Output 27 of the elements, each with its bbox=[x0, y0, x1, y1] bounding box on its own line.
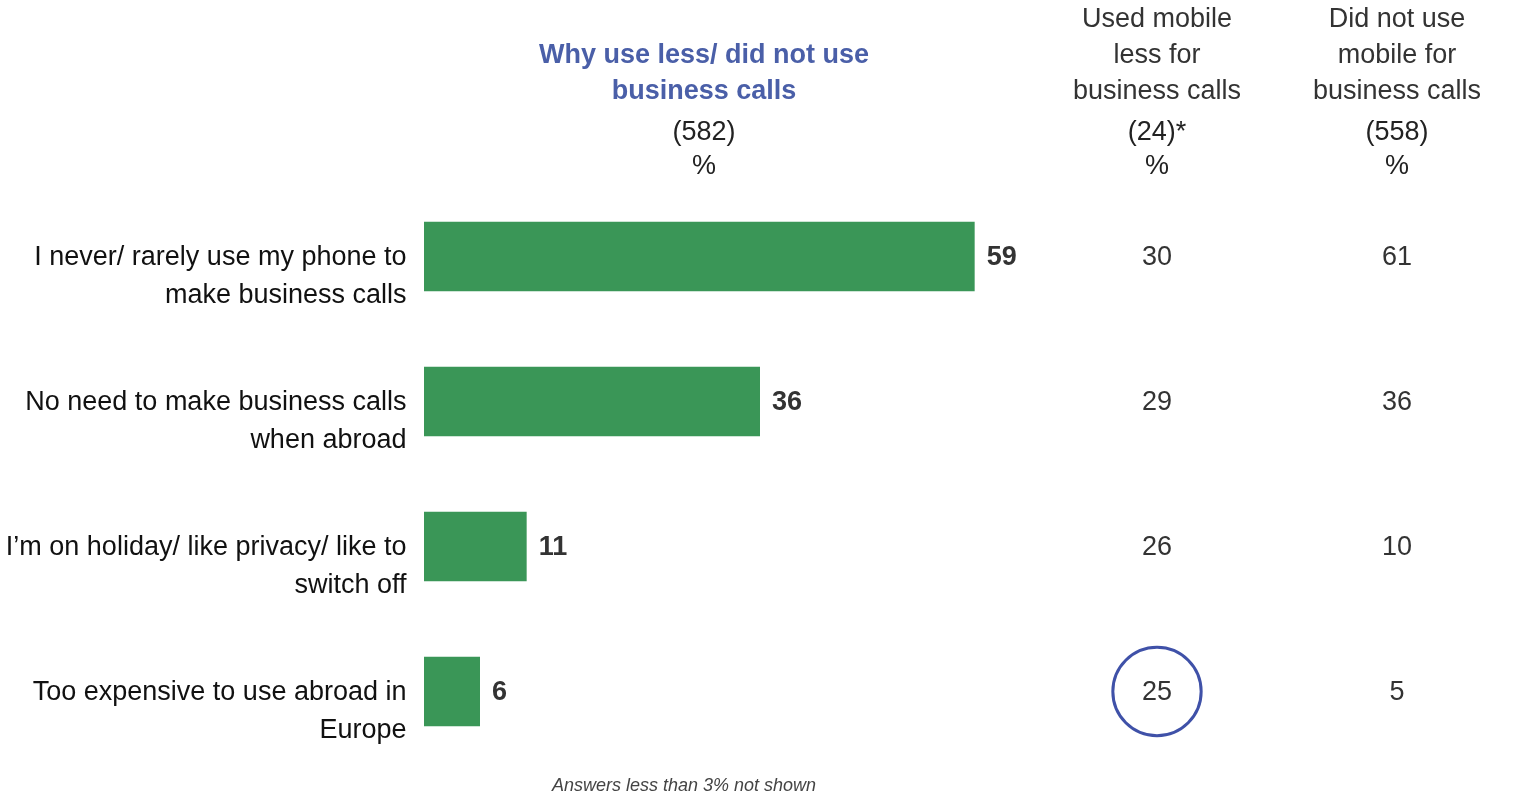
bar bbox=[424, 511, 527, 582]
data-label: 26 bbox=[1141, 530, 1173, 561]
data-label: 36 bbox=[1381, 385, 1413, 416]
data-label: 10 bbox=[1381, 530, 1413, 561]
data-label: 6 bbox=[492, 675, 508, 706]
chart-title: Why use less/ did not use business calls bbox=[538, 39, 870, 105]
y-tick-label: No need to make business calls when abroad bbox=[25, 385, 407, 454]
data-label: 25 bbox=[1141, 675, 1173, 706]
data-label: 30 bbox=[1141, 240, 1173, 271]
text: Used mobile less for business calls bbox=[1072, 3, 1242, 105]
y-tick-label: I’m on holiday/ like privacy/ like to switch off bbox=[5, 530, 407, 599]
data-label: 59 bbox=[986, 240, 1017, 271]
data-label: 11 bbox=[538, 530, 568, 561]
bar bbox=[424, 366, 760, 437]
y-tick-label: Too expensive to use abroad in Europe bbox=[32, 675, 407, 744]
data-label: 5 bbox=[1389, 675, 1405, 706]
data-label: 29 bbox=[1141, 385, 1173, 416]
annotation: Answers less than 3% not shown bbox=[550, 775, 817, 795]
chart-subtitle: (582) % bbox=[672, 116, 736, 180]
bar bbox=[424, 656, 480, 727]
y-tick-label: I never/ rarely use my phone to make business calls bbox=[34, 240, 407, 309]
text: (558) % bbox=[1365, 116, 1429, 180]
data-label: 36 bbox=[772, 385, 803, 416]
text: (24)* % bbox=[1127, 116, 1187, 180]
data-label: 61 bbox=[1381, 240, 1413, 271]
text: Did not use mobile for business calls bbox=[1312, 3, 1482, 105]
bar bbox=[424, 221, 975, 292]
